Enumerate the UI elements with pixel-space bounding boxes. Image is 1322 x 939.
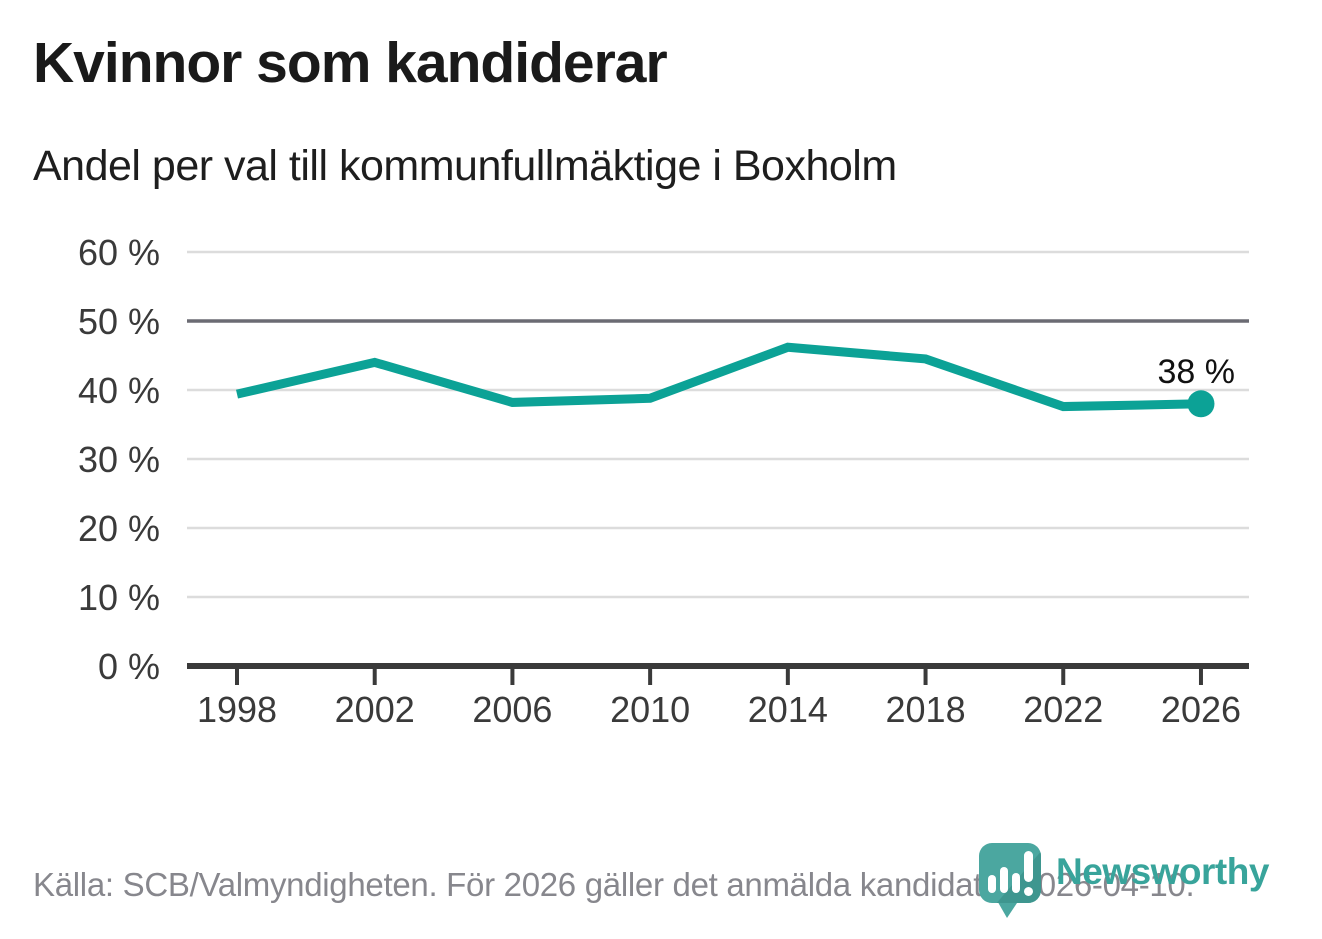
end-point-label: 38 % [1157,353,1235,391]
data-line [235,342,1202,412]
x-axis-label: 2014 [748,689,828,730]
logo-bar-2 [1000,867,1008,893]
y-axis-label: 10 % [78,577,160,618]
newsworthy-logo-text: Newsworthy [1056,851,1269,892]
chart-title: Kvinnor som kandiderar [33,31,668,95]
logo-bar-1 [988,875,996,893]
x-axis-label: 2026 [1161,689,1241,730]
y-axis-label: 30 % [78,439,160,480]
x-axis-label: 2010 [610,689,690,730]
x-axis-label: 1998 [197,689,277,730]
end-point-marker [1187,390,1215,418]
logo-exclamation-dot [1024,887,1033,896]
logo-exclamation-bar [1024,851,1033,882]
y-axis-label: 40 % [78,370,160,411]
y-axis-label: 0 % [98,646,160,687]
x-axis-label: 2006 [472,689,552,730]
y-axis-label: 20 % [78,508,160,549]
x-axis-label: 2018 [886,689,966,730]
y-axis-label: 60 % [78,232,160,273]
logo-bar-3 [1012,873,1020,893]
y-axis-label: 50 % [78,301,160,342]
x-axis-label: 2002 [335,689,415,730]
chart-subtitle: Andel per val till kommunfullmäktige i B… [33,142,897,190]
newsworthy-logo-icon [979,843,1041,918]
x-axis-label: 2022 [1023,689,1103,730]
